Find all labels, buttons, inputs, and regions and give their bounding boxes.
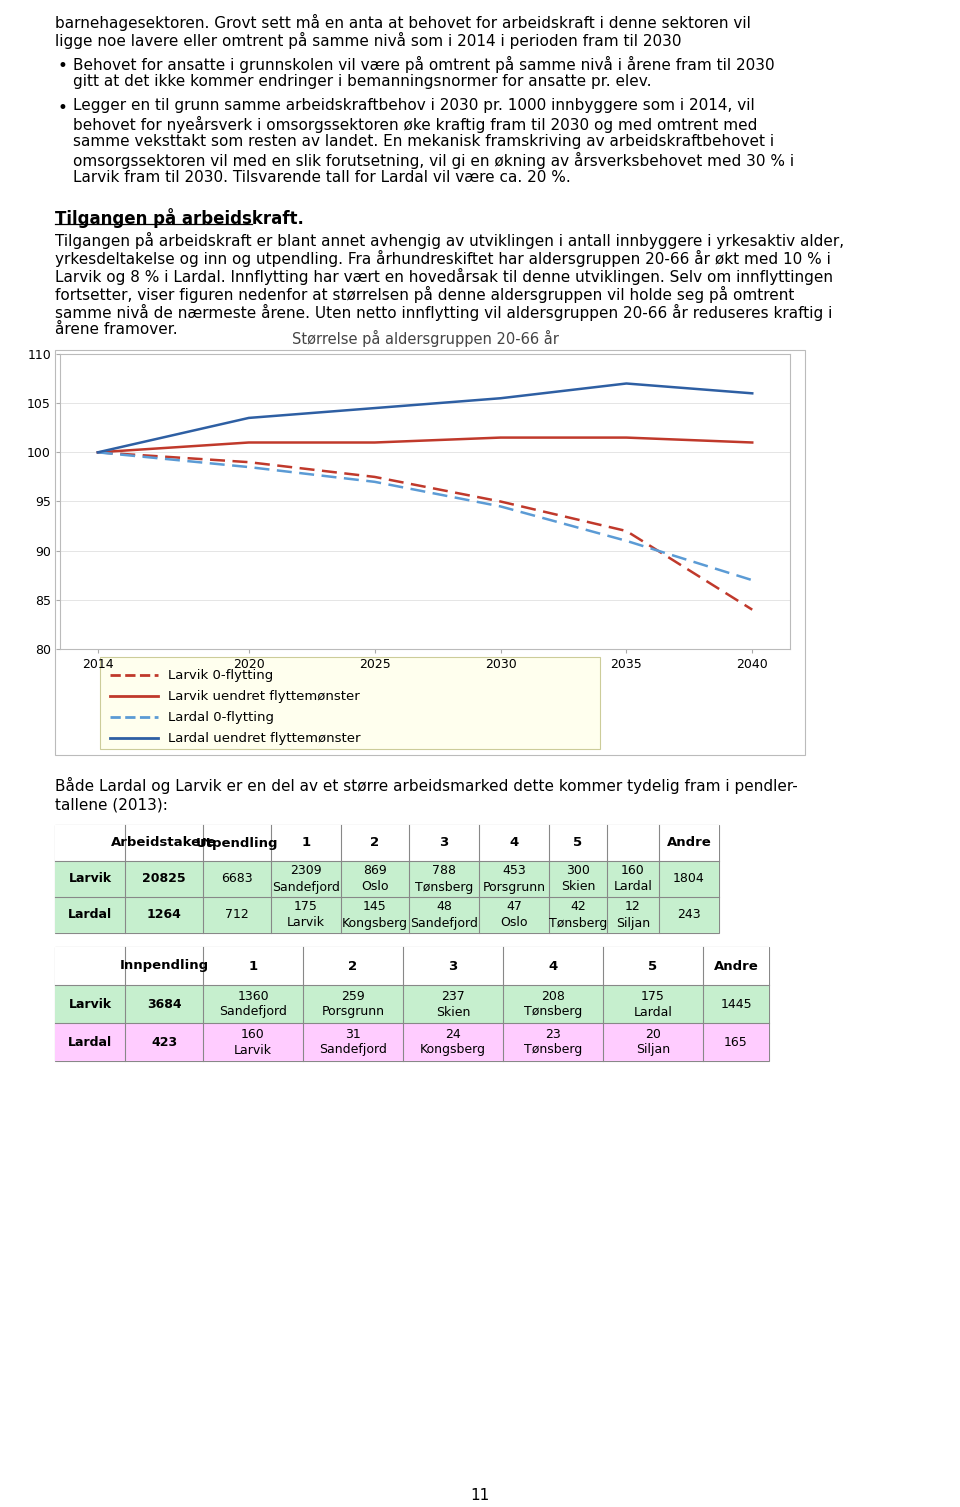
Text: 175
Lardal: 175 Lardal xyxy=(634,990,672,1019)
Text: Både Lardal og Larvik er en del av et større arbeidsmarked dette kommer tydelig : Både Lardal og Larvik er en del av et st… xyxy=(55,778,798,794)
Text: 4: 4 xyxy=(548,960,558,972)
Text: 1264: 1264 xyxy=(147,909,181,921)
FancyBboxPatch shape xyxy=(55,946,769,986)
Text: 6683: 6683 xyxy=(221,873,252,886)
Text: 20825: 20825 xyxy=(142,873,186,886)
Text: ligge noe lavere eller omtrent på samme nivå som i 2014 i perioden fram til 2030: ligge noe lavere eller omtrent på samme … xyxy=(55,32,682,50)
Text: 20
Siljan: 20 Siljan xyxy=(636,1028,670,1056)
Text: Lardal: Lardal xyxy=(68,1035,112,1049)
Text: 2: 2 xyxy=(371,836,379,850)
Text: 2309
Sandefjord: 2309 Sandefjord xyxy=(272,865,340,894)
Text: •: • xyxy=(57,57,67,75)
Text: 145
Kongsberg: 145 Kongsberg xyxy=(342,901,408,930)
Text: 48
Sandefjord: 48 Sandefjord xyxy=(410,901,478,930)
Text: 208
Tønsberg: 208 Tønsberg xyxy=(524,990,582,1019)
Text: Lardal: Lardal xyxy=(68,909,112,921)
Text: 2: 2 xyxy=(348,960,357,972)
Text: barnehagesektoren. Grovt sett må en anta at behovet for arbeidskraft i denne sek: barnehagesektoren. Grovt sett må en anta… xyxy=(55,14,751,32)
Text: 31
Sandefjord: 31 Sandefjord xyxy=(319,1028,387,1056)
Text: Arbeidstakere: Arbeidstakere xyxy=(111,836,217,850)
Text: Larvik: Larvik xyxy=(68,998,111,1011)
Text: 4: 4 xyxy=(510,836,518,850)
FancyBboxPatch shape xyxy=(55,860,719,897)
Title: Størrelse på aldersgruppen 20-66 år: Størrelse på aldersgruppen 20-66 år xyxy=(292,330,559,347)
Text: samme veksttakt som resten av landet. En mekanisk framskriving av arbeidskraftbe: samme veksttakt som resten av landet. En… xyxy=(73,134,774,149)
Text: 1: 1 xyxy=(249,960,257,972)
Text: 175
Larvik: 175 Larvik xyxy=(287,901,325,930)
Text: behovet for nyeårsverk i omsorgssektoren øke kraftig fram til 2030 og med omtren: behovet for nyeårsverk i omsorgssektoren… xyxy=(73,116,757,133)
Text: Larvik fram til 2030. Tilsvarende tall for Lardal vil være ca. 20 %.: Larvik fram til 2030. Tilsvarende tall f… xyxy=(73,170,571,185)
FancyBboxPatch shape xyxy=(100,657,600,749)
Text: 24
Kongsberg: 24 Kongsberg xyxy=(420,1028,486,1056)
FancyBboxPatch shape xyxy=(55,1023,769,1061)
Text: 47
Oslo: 47 Oslo xyxy=(500,901,528,930)
Text: 165: 165 xyxy=(724,1035,748,1049)
Text: 160
Lardal: 160 Lardal xyxy=(613,865,653,894)
Text: 5: 5 xyxy=(648,960,658,972)
FancyBboxPatch shape xyxy=(55,986,769,1023)
Text: Innpendling: Innpendling xyxy=(119,960,208,972)
Text: fortsetter, viser figuren nedenfor at størrelsen på denne aldersgruppen vil hold: fortsetter, viser figuren nedenfor at st… xyxy=(55,286,794,303)
Text: 1445: 1445 xyxy=(720,998,752,1011)
Text: 3: 3 xyxy=(440,836,448,850)
Text: Larvik 0-flytting: Larvik 0-flytting xyxy=(168,669,274,683)
Text: 11: 11 xyxy=(470,1487,490,1502)
Text: •: • xyxy=(57,99,67,118)
Text: Lardal 0-flytting: Lardal 0-flytting xyxy=(168,711,274,723)
Text: gitt at det ikke kommer endringer i bemanningsnormer for ansatte pr. elev.: gitt at det ikke kommer endringer i bema… xyxy=(73,74,652,89)
Text: 300
Skien: 300 Skien xyxy=(561,865,595,894)
Text: 1: 1 xyxy=(301,836,311,850)
Text: 3: 3 xyxy=(448,960,458,972)
Text: Utpendling: Utpendling xyxy=(196,836,278,850)
Text: Tilgangen på arbeidskraft er blant annet avhengig av utviklingen i antall innbyg: Tilgangen på arbeidskraft er blant annet… xyxy=(55,232,844,249)
Text: omsorgssektoren vil med en slik forutsetning, vil gi en økning av årsverksbehove: omsorgssektoren vil med en slik forutset… xyxy=(73,152,794,169)
Text: 42
Tønsberg: 42 Tønsberg xyxy=(549,901,607,930)
Text: Larvik uendret flyttemønster: Larvik uendret flyttemønster xyxy=(168,690,360,702)
Text: 243: 243 xyxy=(677,909,701,921)
Text: 453
Porsgrunn: 453 Porsgrunn xyxy=(483,865,545,894)
Text: årene framover.: årene framover. xyxy=(55,322,178,338)
Text: yrkesdeltakelse og inn og utpendling. Fra århundreskiftet har aldersgruppen 20-6: yrkesdeltakelse og inn og utpendling. Fr… xyxy=(55,250,830,267)
Text: 1360
Sandefjord: 1360 Sandefjord xyxy=(219,990,287,1019)
FancyBboxPatch shape xyxy=(55,824,719,860)
Text: Andre: Andre xyxy=(713,960,758,972)
Text: 712: 712 xyxy=(226,909,249,921)
Text: Lardal uendret flyttemønster: Lardal uendret flyttemønster xyxy=(168,732,361,744)
Text: 12
Siljan: 12 Siljan xyxy=(616,901,650,930)
Text: Behovet for ansatte i grunnskolen vil være på omtrent på samme nivå i årene fram: Behovet for ansatte i grunnskolen vil væ… xyxy=(73,56,775,72)
Text: samme nivå de nærmeste årene. Uten netto innflytting vil aldersgruppen 20-66 år : samme nivå de nærmeste årene. Uten netto… xyxy=(55,304,832,321)
Text: Larvik og 8 % i Lardal. Innflytting har vært en hovedårsak til denne utviklingen: Larvik og 8 % i Lardal. Innflytting har … xyxy=(55,268,833,285)
Text: 423: 423 xyxy=(151,1035,177,1049)
Text: 23
Tønsberg: 23 Tønsberg xyxy=(524,1028,582,1056)
Text: 788
Tønsberg: 788 Tønsberg xyxy=(415,865,473,894)
FancyBboxPatch shape xyxy=(55,897,719,933)
Text: 3684: 3684 xyxy=(147,998,181,1011)
Text: 160
Larvik: 160 Larvik xyxy=(234,1028,272,1056)
Text: tallene (2013):: tallene (2013): xyxy=(55,797,168,812)
Text: 5: 5 xyxy=(573,836,583,850)
Text: Tilgangen på arbeidskraft.: Tilgangen på arbeidskraft. xyxy=(55,208,304,228)
Text: 869
Oslo: 869 Oslo xyxy=(361,865,389,894)
Text: 1804: 1804 xyxy=(673,873,705,886)
Text: Larvik: Larvik xyxy=(68,873,111,886)
Text: 237
Skien: 237 Skien xyxy=(436,990,470,1019)
Text: Legger en til grunn samme arbeidskraftbehov i 2030 pr. 1000 innbyggere som i 201: Legger en til grunn samme arbeidskraftbe… xyxy=(73,98,755,113)
Text: 259
Porsgrunn: 259 Porsgrunn xyxy=(322,990,385,1019)
Text: Andre: Andre xyxy=(666,836,711,850)
